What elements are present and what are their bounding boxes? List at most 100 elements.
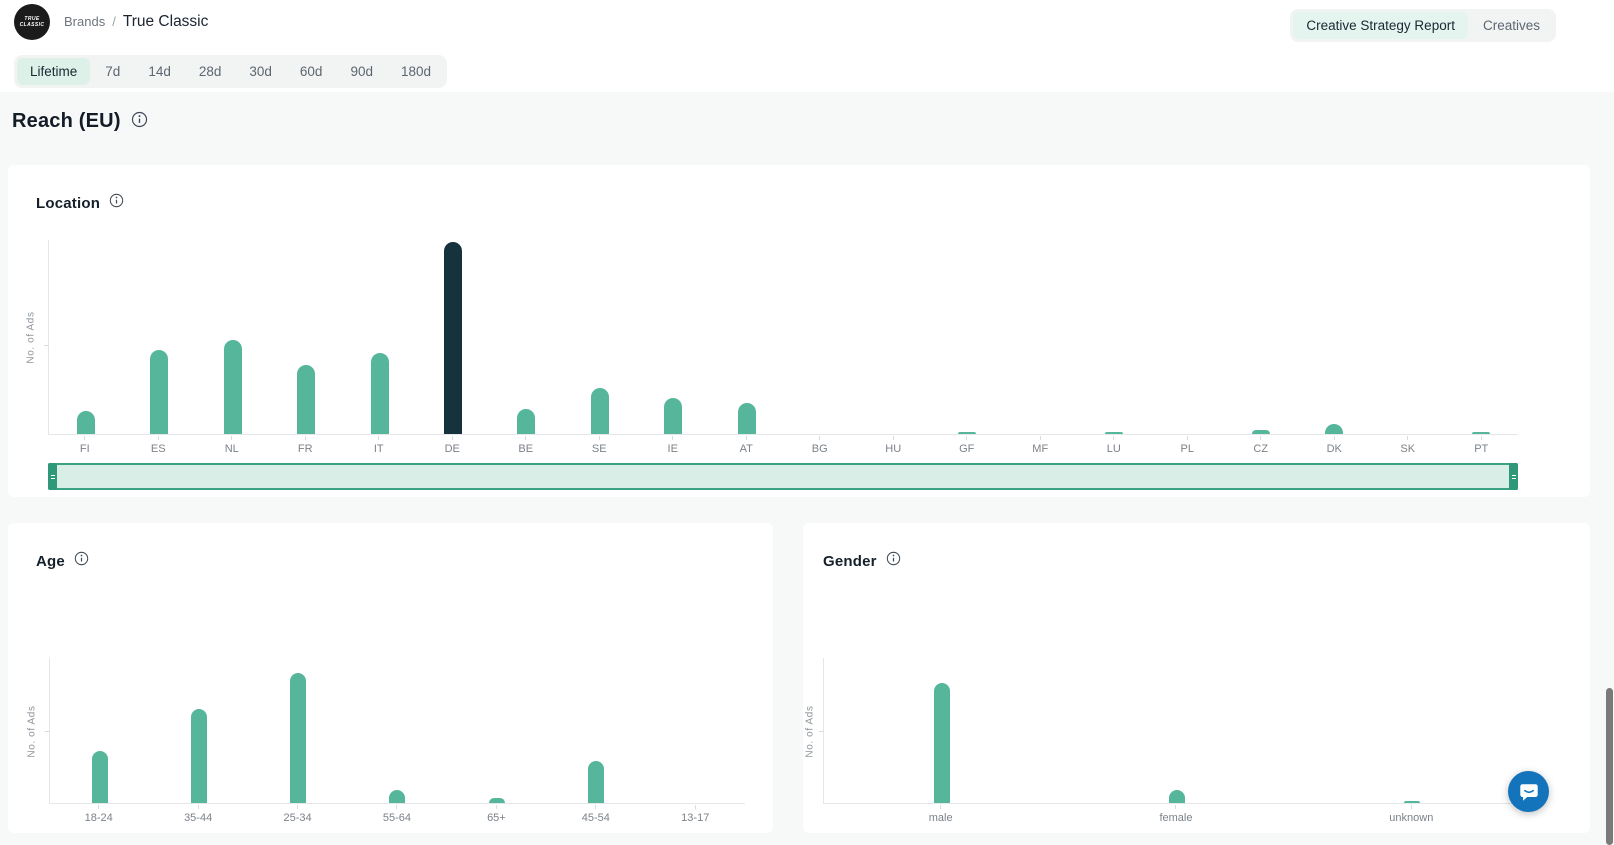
time-filter-60d[interactable]: 60d	[287, 58, 336, 85]
bar-FR	[297, 364, 316, 434]
x-label-cell: 13-17	[646, 805, 745, 824]
brand-row: TRUE CLASSIC Brands / True Classic	[14, 4, 208, 40]
gender-card: Gender No. of Ads male female unknown	[803, 523, 1590, 833]
bar-LU	[1105, 432, 1124, 434]
x-axis-tick	[396, 805, 398, 809]
x-axis-label: SE	[591, 443, 607, 455]
top-bar: TRUE CLASSIC Brands / True Classic Creat…	[0, 0, 1614, 92]
bar-column	[1298, 242, 1371, 434]
x-axis-tick	[451, 436, 453, 440]
bar-column	[1371, 242, 1444, 434]
x-axis-label: CZ	[1253, 443, 1269, 455]
y-axis-label: No. of Ads	[25, 311, 37, 364]
time-filter-28d[interactable]: 28d	[186, 58, 235, 85]
bar-column	[1294, 683, 1529, 803]
x-axis-tick	[231, 436, 233, 440]
slider-right-handle[interactable]	[1509, 463, 1518, 490]
gender-x-axis: male female unknown	[823, 805, 1529, 824]
x-axis-tick	[525, 436, 527, 440]
brand-logo-text: CLASSIC	[19, 22, 45, 28]
view-toggle: Creative Strategy Report Creatives	[1290, 9, 1556, 42]
bar-FI	[76, 410, 95, 434]
bar-column	[1151, 242, 1224, 434]
bar-column	[1445, 242, 1518, 434]
grip-icon	[1511, 474, 1516, 479]
view-toggle-creative-strategy-report[interactable]: Creative Strategy Report	[1293, 12, 1468, 39]
x-label-cell: male	[823, 805, 1058, 824]
bar-CZ	[1251, 430, 1270, 434]
age-chart-title: Age	[36, 552, 65, 570]
x-label-cell: SE	[563, 436, 637, 455]
x-label-cell: IT	[342, 436, 416, 455]
gender-chart-title: Gender	[823, 552, 877, 570]
bar-ES	[150, 349, 169, 434]
view-toggle-creatives[interactable]: Creatives	[1470, 12, 1553, 39]
x-axis-tick	[1333, 436, 1335, 440]
time-filter-14d[interactable]: 14d	[135, 58, 184, 85]
time-filter-90d[interactable]: 90d	[337, 58, 386, 85]
bar-column	[122, 242, 195, 434]
x-label-cell: 45-54	[546, 805, 645, 824]
bar-column	[1077, 242, 1150, 434]
bar-column	[546, 673, 645, 803]
x-label-cell: HU	[857, 436, 931, 455]
x-axis-tick	[595, 805, 597, 809]
breadcrumb-brands-link[interactable]: Brands	[64, 14, 106, 29]
x-axis-label: unknown	[1389, 812, 1434, 824]
slider-left-handle[interactable]	[48, 463, 57, 490]
x-axis-label: SK	[1400, 443, 1416, 455]
bar-AT	[737, 403, 756, 434]
bar-column	[710, 242, 783, 434]
x-axis-label: 18-24	[84, 812, 113, 824]
x-axis-tick	[694, 805, 696, 809]
x-axis-label: 55-64	[382, 812, 412, 824]
x-label-cell: unknown	[1294, 805, 1529, 824]
grip-icon	[50, 474, 55, 479]
gender-chart-plot	[819, 658, 1529, 804]
x-axis-label: MF	[1032, 443, 1049, 455]
x-axis-tick	[892, 436, 894, 440]
x-axis-label: DK	[1326, 443, 1342, 455]
bar-DK	[1325, 424, 1344, 434]
x-label-cell: 35-44	[148, 805, 247, 824]
x-axis-tick	[495, 805, 497, 809]
x-axis-label: BG	[811, 443, 828, 455]
info-icon[interactable]	[74, 551, 89, 571]
bar-column	[646, 673, 745, 804]
x-axis-label: FI	[79, 443, 90, 455]
bar-IE	[664, 397, 683, 434]
info-icon[interactable]	[109, 193, 124, 213]
x-axis-label: BE	[518, 443, 534, 455]
info-icon[interactable]	[886, 551, 901, 571]
x-label-cell: 55-64	[347, 805, 446, 824]
x-axis-label: FR	[297, 443, 313, 455]
x-axis-label: NL	[224, 443, 239, 455]
info-icon[interactable]	[131, 111, 148, 133]
location-range-slider[interactable]	[48, 463, 1518, 490]
intercom-chat-button[interactable]	[1508, 771, 1549, 812]
page-title-row: Reach (EU)	[12, 110, 148, 133]
bar-35-44	[190, 709, 207, 803]
time-filter-7d[interactable]: 7d	[92, 58, 133, 85]
time-filter-180d[interactable]: 180d	[388, 58, 444, 85]
x-label-cell: ES	[122, 436, 196, 455]
brand-logo-text: TRUE	[24, 16, 40, 22]
time-filter-30d[interactable]: 30d	[236, 58, 285, 85]
breadcrumb-current-brand: True Classic	[122, 13, 209, 30]
bar-female	[1168, 789, 1185, 803]
bar-column	[49, 242, 122, 434]
bar-45-54	[588, 761, 605, 803]
bar-column	[343, 242, 416, 434]
x-label-cell: 25-34	[248, 805, 347, 824]
x-axis-label: HU	[885, 443, 902, 455]
x-label-cell: PL	[1151, 436, 1225, 455]
x-axis-tick	[1480, 436, 1482, 440]
x-axis-tick	[1186, 436, 1188, 440]
bar-IT	[370, 353, 389, 434]
age-card-header: Age	[36, 551, 89, 571]
bar-column	[1224, 242, 1297, 434]
x-axis-label: IE	[667, 443, 678, 455]
time-filter-lifetime[interactable]: Lifetime	[17, 58, 91, 85]
vertical-scrollbar-thumb[interactable]	[1606, 688, 1613, 845]
breadcrumb-separator: /	[112, 14, 116, 29]
